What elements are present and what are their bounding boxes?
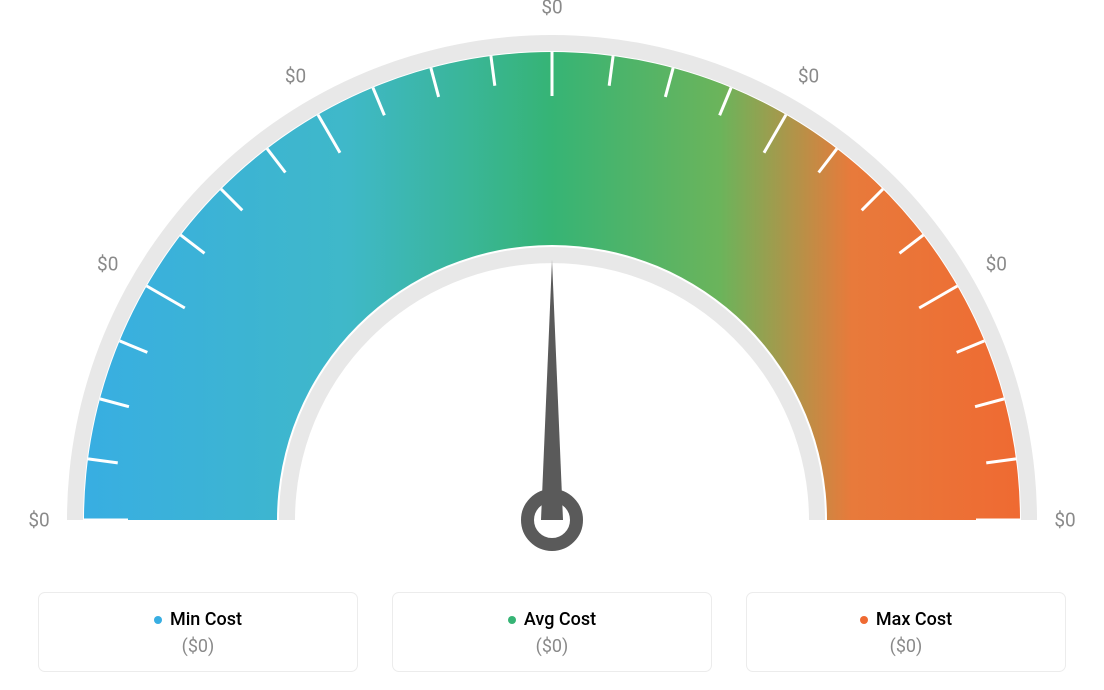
legend-card-min: Min Cost ($0) [38,592,358,673]
legend-card-max: Max Cost ($0) [746,592,1066,673]
legend-value-min: ($0) [49,636,347,657]
gauge-tick-label: $0 [798,64,819,87]
legend-value-avg: ($0) [403,636,701,657]
legend-dot-avg [508,616,516,624]
gauge-svg [0,0,1104,560]
legend-title-max: Max Cost [860,609,952,630]
legend-label-min: Min Cost [170,609,242,630]
legend-card-avg: Avg Cost ($0) [392,592,712,673]
legend-dot-min [154,616,162,624]
gauge-tick-label: $0 [986,252,1007,275]
legend-label-avg: Avg Cost [524,609,596,630]
legend-row: Min Cost ($0) Avg Cost ($0) Max Cost ($0… [0,592,1104,673]
gauge-chart: $0 $0 $0 $0 $0 $0 $0 [0,0,1104,560]
legend-title-min: Min Cost [154,609,242,630]
gauge-tick-label: $0 [541,0,562,19]
gauge-tick-label: $0 [285,64,306,87]
legend-dot-max [860,616,868,624]
legend-title-avg: Avg Cost [508,609,596,630]
gauge-tick-label: $0 [1054,509,1075,532]
legend-label-max: Max Cost [876,609,952,630]
gauge-tick-label: $0 [97,252,118,275]
legend-value-max: ($0) [757,636,1055,657]
gauge-tick-label: $0 [28,509,49,532]
